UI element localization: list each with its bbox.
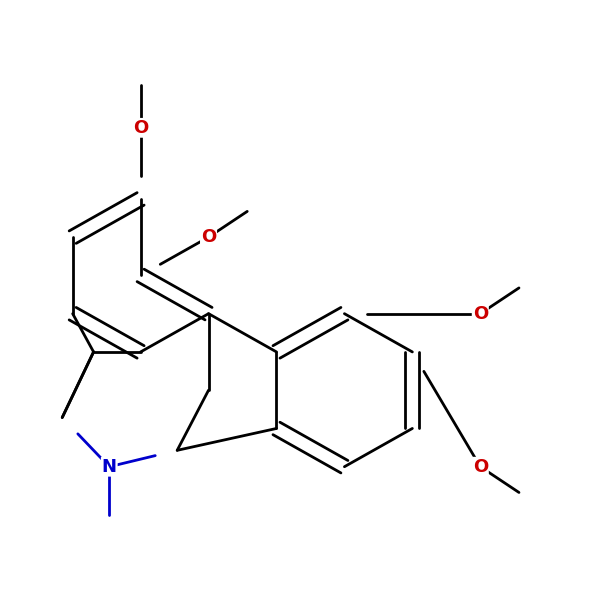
- Text: O: O: [473, 458, 488, 476]
- Text: O: O: [473, 305, 488, 323]
- Text: O: O: [201, 228, 216, 246]
- Text: O: O: [133, 119, 148, 137]
- Text: N: N: [102, 458, 117, 476]
